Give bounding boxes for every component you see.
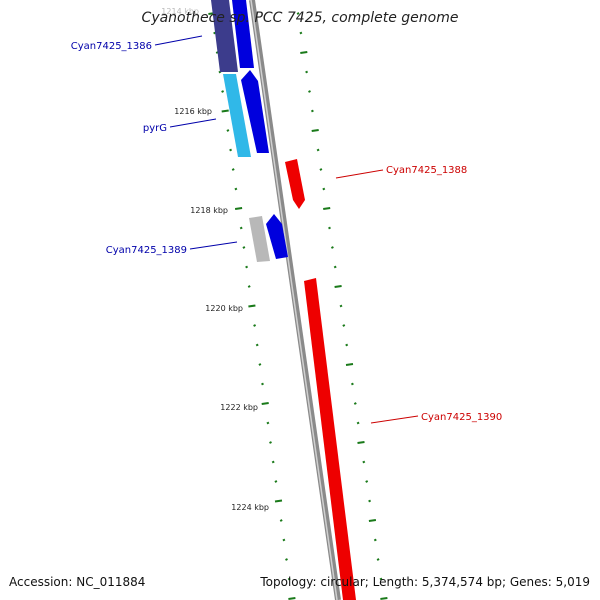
gc-tick — [379, 577, 383, 581]
accession-text: Accession: NC_011884 — [9, 575, 146, 589]
gc-tick — [279, 519, 283, 522]
gc-tick — [282, 538, 286, 542]
gc-tick — [231, 168, 235, 171]
gc-tick — [380, 597, 388, 600]
topology-text: Topology: circular; Length: 5,374,574 bp… — [260, 575, 590, 589]
gc-tick — [357, 441, 365, 444]
gc-tick — [255, 343, 259, 347]
gene-cyan7425-1386-blue[interactable] — [232, 0, 254, 68]
gc-tick — [311, 129, 319, 132]
gc-tick — [345, 363, 354, 366]
scale-ruler: 1214 kbp 1216 kbp 1218 kbp 1220 kbp 1222… — [161, 7, 269, 512]
gc-tick — [322, 187, 326, 191]
leader-cyan7425-1386 — [154, 35, 203, 46]
gc-tick — [258, 363, 262, 366]
gc-tick — [365, 480, 369, 483]
gene-pyrg-blue[interactable] — [241, 70, 269, 153]
gc-tick — [330, 246, 334, 249]
scale-label-1218: 1218 kbp — [190, 206, 228, 215]
scale-label-1214: 1214 kbp — [161, 7, 199, 16]
gene-cyan7425-1388[interactable] — [285, 159, 305, 209]
gc-tick — [296, 12, 300, 15]
gc-tick — [287, 577, 291, 581]
scale-label-1220: 1220 kbp — [205, 304, 243, 313]
gc-tick — [376, 558, 380, 561]
gc-tick — [334, 285, 342, 288]
label-cyan7425-1388[interactable]: Cyan7425_1388 — [386, 165, 467, 176]
gc-tick — [368, 519, 377, 522]
gc-tick — [333, 265, 337, 269]
gc-tick — [269, 441, 272, 444]
gc-tick — [285, 558, 288, 561]
label-cyan7425-1390[interactable]: Cyan7425_1390 — [421, 412, 502, 423]
gc-tick — [261, 402, 269, 405]
scale-label-1216: 1216 kbp — [174, 107, 212, 116]
gc-tick — [229, 148, 233, 152]
gc-tick — [339, 304, 343, 308]
label-cyan7425-1389[interactable]: Cyan7425_1389 — [106, 245, 187, 256]
leader-cyan7425-1389 — [189, 241, 238, 250]
gc-tick — [234, 207, 243, 210]
gene-cyan7425-1390[interactable] — [304, 278, 356, 600]
gc-tick — [350, 382, 354, 386]
gc-tick — [239, 226, 243, 230]
gc-tick — [342, 324, 346, 327]
gc-tick — [353, 402, 357, 405]
gc-tick — [300, 51, 308, 54]
gc-tick — [245, 265, 249, 269]
leader-cyan7425-1390 — [370, 415, 419, 424]
leader-pyrg — [169, 118, 217, 128]
gc-tick — [299, 31, 303, 35]
genome-backbone-highlight — [250, 0, 338, 600]
scale-label-1222: 1222 kbp — [220, 403, 258, 412]
gc-tick — [248, 304, 256, 308]
gc-skew-track-inner — [208, 12, 296, 600]
gene-cyan7425-1389-grey[interactable] — [249, 216, 270, 262]
gc-tick — [288, 597, 296, 600]
genome-title: Cyanothece sp. PCC 7425, complete genome — [141, 10, 459, 26]
gc-tick — [323, 207, 331, 210]
gc-tick — [305, 70, 309, 74]
gc-tick — [356, 421, 360, 425]
gc-tick — [373, 538, 377, 542]
gc-tick — [221, 109, 229, 113]
gc-tick — [261, 382, 264, 386]
gc-skew-track-outer — [296, 12, 388, 600]
genome-backbone — [249, 0, 341, 600]
scale-label-1224: 1224 kbp — [231, 503, 269, 512]
gc-tick — [271, 460, 275, 464]
gc-tick — [308, 90, 311, 93]
gc-tick — [253, 324, 257, 327]
gene-cyan7425-1389-blue[interactable] — [266, 214, 288, 259]
leader-cyan7425-1388 — [335, 169, 384, 179]
gc-tick — [247, 285, 251, 288]
gc-tick — [226, 129, 230, 132]
gc-tick — [266, 421, 270, 425]
gene-cyan7425-1386-dark[interactable] — [211, 0, 238, 72]
label-pyrg[interactable]: pyrG — [143, 123, 167, 134]
label-cyan7425-1386[interactable]: Cyan7425_1386 — [71, 41, 152, 52]
gc-tick — [328, 226, 331, 230]
gc-tick — [319, 168, 323, 171]
gene-pyrg-cyan[interactable] — [223, 74, 251, 157]
gc-tick — [274, 499, 283, 503]
gc-tick — [368, 499, 372, 503]
gc-tick — [310, 109, 314, 113]
gc-tick — [242, 246, 246, 249]
gc-tick — [345, 343, 349, 347]
gc-tick — [362, 460, 366, 464]
gc-tick — [221, 90, 225, 93]
gc-tick — [316, 148, 320, 152]
gc-tick — [234, 187, 238, 191]
gc-tick — [274, 480, 278, 483]
